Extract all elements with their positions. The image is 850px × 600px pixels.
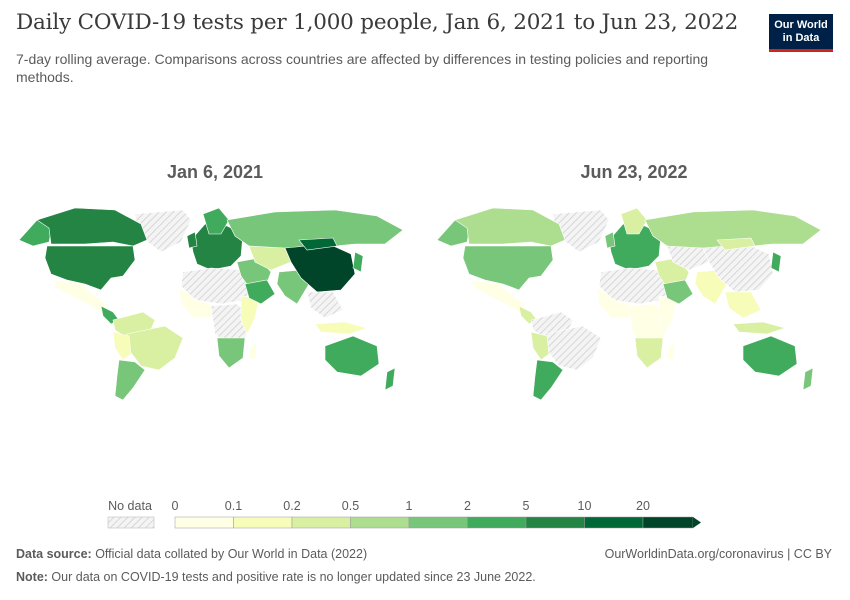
argentina-chile-region[interactable] [532,359,564,401]
uk-region[interactable] [186,231,198,249]
logo-line-2: in Data [782,32,820,44]
legend-bin-4[interactable] [408,516,468,529]
world-map-jun-2022 [436,207,822,401]
legend-bin-6[interactable] [525,516,585,529]
central-asia-region[interactable] [248,245,292,271]
legend-no-data-label: No data [108,499,152,513]
legend-tick-label: 2 [464,499,471,513]
scandinavia-region[interactable] [202,207,230,235]
chart-title: Daily COVID-19 tests per 1,000 people, J… [16,10,739,35]
australia-region[interactable] [324,335,380,377]
data-source-footer: Data source: Official data collated by O… [16,547,367,561]
legend-tick-label: 20 [636,499,650,513]
legend-tick-label: 5 [523,499,530,513]
usa-region[interactable] [462,245,554,291]
china-region[interactable] [702,243,774,293]
mongolia-region[interactable] [716,237,756,251]
legend-bin-7[interactable] [584,516,644,529]
map-title-jun-2022: Jun 23, 2022 [580,162,688,182]
legend-arrow [693,517,701,528]
world-map-jan-2021 [18,207,404,401]
legend-tick-label: 10 [578,499,592,513]
southern-africa-region[interactable] [216,337,246,369]
mexico-region[interactable] [52,279,108,313]
argentina-chile-region[interactable] [114,359,146,401]
japan-korea-region[interactable] [770,251,782,273]
chart-subtitle: 7-day rolling average. Comparisons acros… [16,51,709,85]
note-footer: Note: Our data on COVID-19 tests and pos… [16,570,536,584]
peru-bolivia-region[interactable] [530,331,550,361]
uk-region[interactable] [604,231,616,249]
japan-korea-region[interactable] [352,251,364,273]
legend-tick-label: 0.5 [342,499,359,513]
central-asia-region[interactable] [666,245,710,271]
source-text: Official data collated by Our World in D… [91,547,368,561]
peru-bolivia-region[interactable] [112,331,132,361]
southern-africa-region[interactable] [634,337,664,369]
indonesia-region[interactable] [314,321,369,335]
mexico-region[interactable] [470,279,526,313]
mongolia-region[interactable] [298,237,338,251]
new-zealand-region[interactable] [384,367,396,391]
legend-tick-label: 0.1 [225,499,242,513]
owid-logo[interactable]: Our World in Data [769,14,833,52]
new-zealand-region[interactable] [802,367,814,391]
legend-tick-label: 0.2 [283,499,300,513]
australia-region[interactable] [742,335,798,377]
southeast-asia-region[interactable] [306,291,344,319]
china-region[interactable] [284,243,356,293]
legend-tick-label: 1 [406,499,413,513]
arabia-region[interactable] [244,279,276,305]
legend-bin-8[interactable] [642,516,694,529]
source-label: Data source: [16,547,92,561]
legend-no-data-swatch[interactable] [107,516,155,529]
usa-region[interactable] [44,245,136,291]
legend-bin-3[interactable] [350,516,410,529]
map-title-jan-2021: Jan 6, 2021 [166,162,264,182]
scandinavia-region[interactable] [620,207,648,235]
madagascar-region[interactable] [666,341,676,361]
west-africa-region[interactable] [596,287,634,319]
color-legend: No data 0 0.1 0.2 0.5 1 2 5 10 20 [107,499,701,529]
indonesia-region[interactable] [732,321,787,335]
note-text: Our data on COVID-19 tests and positive … [47,570,536,584]
legend-bin-1[interactable] [233,516,293,529]
russia-region[interactable] [644,209,822,251]
source-url-link[interactable]: OurWorldinData.org/coronavirus | CC BY [604,547,832,561]
legend-bin-0[interactable] [174,516,234,529]
canada-region[interactable] [36,207,148,247]
note-label: Note: [16,570,48,584]
legend-bin-2[interactable] [291,516,351,529]
legend-tick-label: 0 [172,499,179,513]
russia-region[interactable] [226,209,404,251]
southeast-asia-region[interactable] [724,291,762,319]
arabia-region[interactable] [662,279,694,305]
canada-region[interactable] [454,207,566,247]
legend-bin-5[interactable] [467,516,527,529]
logo-line-1: Our World [774,19,828,31]
madagascar-region[interactable] [248,341,258,361]
west-africa-region[interactable] [178,287,216,319]
